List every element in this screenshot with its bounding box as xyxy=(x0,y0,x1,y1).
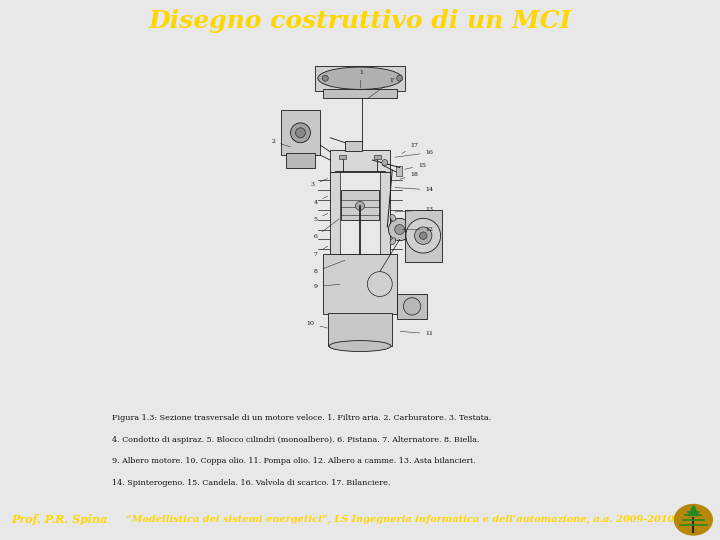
Text: 11: 11 xyxy=(400,331,433,336)
Bar xyxy=(341,190,379,220)
Bar xyxy=(323,90,397,98)
Circle shape xyxy=(420,232,427,239)
Circle shape xyxy=(397,75,402,81)
Ellipse shape xyxy=(390,238,396,245)
Ellipse shape xyxy=(329,341,391,352)
Text: 5: 5 xyxy=(313,213,328,222)
Bar xyxy=(405,210,442,262)
Bar xyxy=(397,294,427,319)
Circle shape xyxy=(356,265,364,274)
Bar xyxy=(328,313,392,346)
Bar xyxy=(330,150,390,172)
Circle shape xyxy=(295,128,305,138)
Circle shape xyxy=(403,298,420,315)
Text: 1: 1 xyxy=(359,70,363,88)
Bar xyxy=(345,141,362,151)
Circle shape xyxy=(323,75,328,81)
Bar xyxy=(286,153,315,167)
Circle shape xyxy=(382,160,388,166)
Bar xyxy=(340,172,380,254)
Circle shape xyxy=(395,225,405,234)
Text: 4. Condotto di aspiraz. 5. Blocco cilindri (monoalbero). 6. Pistana. 7. Alternat: 4. Condotto di aspiraz. 5. Blocco cilind… xyxy=(112,436,479,443)
Circle shape xyxy=(674,504,713,536)
Bar xyxy=(330,172,390,254)
Bar xyxy=(336,171,384,175)
Ellipse shape xyxy=(318,67,402,90)
Text: 1': 1' xyxy=(367,78,395,99)
Text: 12: 12 xyxy=(402,227,433,232)
Text: 8: 8 xyxy=(313,260,345,274)
Text: 14: 14 xyxy=(395,187,433,192)
Circle shape xyxy=(344,268,376,300)
Circle shape xyxy=(356,265,364,274)
Text: 3: 3 xyxy=(311,179,328,187)
Text: 9: 9 xyxy=(313,284,340,289)
Text: 16: 16 xyxy=(395,150,433,157)
Bar xyxy=(281,111,320,155)
Text: Prof. P.R. Spina: Prof. P.R. Spina xyxy=(11,514,107,525)
Text: 10: 10 xyxy=(307,321,328,328)
Ellipse shape xyxy=(390,214,396,221)
Text: “Modellistica dei sistemi energetici”, LS Ingegneria informatica e dell’automazi: “Modellistica dei sistemi energetici”, L… xyxy=(126,515,674,524)
Bar xyxy=(315,66,405,91)
Text: 14. Spinterogeno. 15. Candela. 16. Valvola di scarico. 17. Bilanciere.: 14. Spinterogeno. 15. Candela. 16. Valvo… xyxy=(112,479,390,487)
Bar xyxy=(323,254,397,314)
Circle shape xyxy=(351,260,369,278)
Text: 15: 15 xyxy=(405,163,426,170)
Circle shape xyxy=(406,218,441,253)
Text: 7: 7 xyxy=(313,246,328,257)
Text: 18: 18 xyxy=(400,172,418,179)
Text: Disegno costruttivo di un MCI: Disegno costruttivo di un MCI xyxy=(148,9,572,33)
Text: 2: 2 xyxy=(271,139,290,147)
Text: 9. Albero motore. 10. Coppa olio. 11. Pompa olio. 12. Albero a camme. 13. Asta b: 9. Albero motore. 10. Coppa olio. 11. Po… xyxy=(112,457,475,465)
Bar xyxy=(396,166,402,176)
Bar xyxy=(339,155,346,159)
Text: Figura 1.3: Sezione trasversale di un motore veloce. 1. Filtro aria. 2. Carburat: Figura 1.3: Sezione trasversale di un mo… xyxy=(112,414,491,422)
Circle shape xyxy=(356,201,364,211)
Circle shape xyxy=(415,227,432,245)
Bar xyxy=(374,155,381,159)
Circle shape xyxy=(291,123,310,143)
Text: 6: 6 xyxy=(313,219,339,239)
Text: 13: 13 xyxy=(395,207,433,212)
Text: 4: 4 xyxy=(313,196,328,205)
Circle shape xyxy=(389,218,411,241)
Ellipse shape xyxy=(410,227,417,232)
Text: 17: 17 xyxy=(402,143,418,153)
Circle shape xyxy=(354,278,366,291)
